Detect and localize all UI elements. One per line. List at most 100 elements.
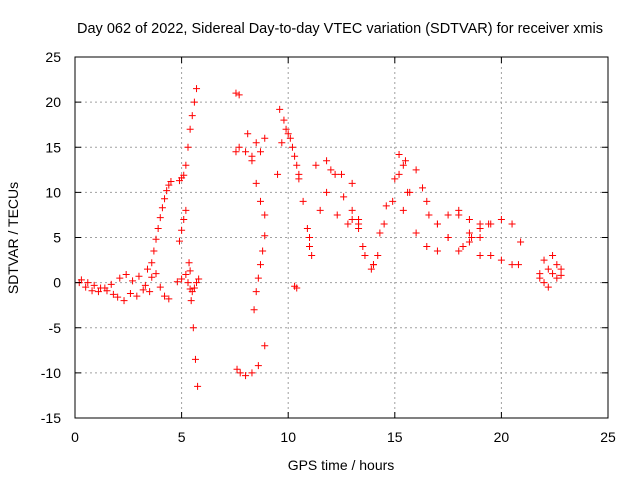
series-descend-8.5 bbox=[248, 157, 269, 219]
series-scatter-8 bbox=[242, 130, 252, 156]
data-point bbox=[286, 134, 294, 142]
data-point bbox=[252, 179, 260, 187]
data-point bbox=[476, 224, 484, 232]
data-point bbox=[126, 289, 134, 297]
data-point bbox=[391, 175, 399, 183]
data-point bbox=[359, 243, 367, 251]
x-tick-label: 5 bbox=[178, 429, 186, 445]
data-point bbox=[380, 220, 388, 228]
data-point bbox=[256, 261, 264, 269]
data-point bbox=[256, 148, 264, 156]
series-descend-15.8 bbox=[399, 166, 433, 219]
data-point bbox=[161, 195, 169, 203]
data-point bbox=[282, 125, 290, 133]
series-early-cluster-b bbox=[77, 271, 156, 298]
series-drop-10.6 bbox=[295, 175, 316, 260]
data-point bbox=[280, 116, 288, 124]
series-cluster-8.5-low bbox=[242, 342, 269, 380]
data-point bbox=[299, 197, 307, 205]
data-point bbox=[195, 275, 203, 283]
data-point bbox=[361, 252, 369, 260]
data-point bbox=[544, 283, 552, 291]
series-seg-5b bbox=[175, 206, 190, 245]
data-point bbox=[254, 274, 262, 282]
data-point bbox=[395, 170, 403, 178]
data-point bbox=[173, 278, 181, 286]
series-early-cluster-c bbox=[143, 259, 173, 303]
data-point bbox=[94, 288, 102, 296]
y-axis-label: SDTVAR / TECUs bbox=[5, 182, 21, 294]
data-point bbox=[156, 214, 164, 222]
data-point bbox=[191, 355, 199, 363]
data-point bbox=[306, 243, 314, 251]
data-point bbox=[129, 277, 137, 285]
data-point bbox=[182, 161, 190, 169]
data-point bbox=[248, 152, 256, 160]
data-point bbox=[274, 170, 282, 178]
data-point bbox=[374, 252, 382, 260]
data-point bbox=[109, 290, 117, 298]
data-point bbox=[188, 288, 196, 296]
data-point bbox=[465, 229, 473, 237]
data-point bbox=[163, 187, 171, 195]
data-point bbox=[194, 382, 202, 390]
data-point bbox=[185, 259, 193, 267]
data-point bbox=[188, 112, 196, 120]
data-point bbox=[180, 171, 188, 179]
data-point bbox=[141, 281, 149, 289]
x-tick-label: 25 bbox=[600, 429, 616, 445]
data-point bbox=[517, 238, 525, 246]
data-point bbox=[433, 220, 441, 228]
series-wave-18-19c bbox=[459, 220, 493, 251]
data-point bbox=[293, 161, 301, 169]
data-point bbox=[235, 143, 243, 151]
y-tick-labels: -15 -10 -5 0 5 10 15 20 25 bbox=[41, 49, 61, 426]
data-point bbox=[293, 284, 301, 292]
data-point bbox=[90, 281, 98, 289]
data-point bbox=[259, 247, 267, 255]
data-point bbox=[236, 369, 244, 377]
data-point bbox=[401, 157, 409, 165]
data-point bbox=[331, 170, 339, 178]
data-point bbox=[485, 220, 493, 228]
data-point bbox=[148, 273, 156, 281]
data-point bbox=[553, 274, 561, 282]
data-point bbox=[107, 280, 115, 288]
data-point bbox=[284, 130, 292, 138]
x-tick-label: 10 bbox=[280, 429, 296, 445]
data-point bbox=[425, 211, 433, 219]
data-point bbox=[419, 184, 427, 192]
data-point bbox=[143, 265, 151, 273]
data-point bbox=[261, 134, 269, 142]
data-point bbox=[406, 188, 414, 196]
data-point bbox=[146, 288, 154, 296]
data-point bbox=[323, 157, 331, 165]
data-point bbox=[152, 235, 160, 243]
series-hour-7.6-top bbox=[232, 89, 243, 99]
data-point bbox=[459, 243, 467, 251]
data-point bbox=[135, 272, 143, 280]
data-point bbox=[497, 256, 505, 264]
data-point bbox=[189, 324, 197, 332]
data-point bbox=[77, 276, 85, 284]
data-point bbox=[476, 234, 484, 241]
data-point bbox=[252, 288, 260, 296]
y-tick-label: 10 bbox=[45, 184, 61, 200]
data-point bbox=[423, 197, 431, 205]
series-blip-10.3 bbox=[291, 282, 301, 292]
series-rise-8.5 bbox=[250, 232, 269, 314]
series-seg-5a bbox=[175, 171, 188, 185]
data-point bbox=[369, 261, 377, 269]
data-point bbox=[261, 232, 269, 240]
data-point bbox=[193, 279, 201, 287]
data-point bbox=[412, 229, 420, 237]
data-point bbox=[193, 85, 201, 93]
y-tick-label: 5 bbox=[53, 230, 61, 246]
data-point bbox=[233, 365, 241, 373]
data-point bbox=[182, 206, 190, 214]
data-point bbox=[306, 234, 314, 241]
data-point bbox=[540, 256, 548, 264]
data-point bbox=[116, 274, 124, 282]
series-rise-14 bbox=[369, 157, 409, 269]
data-point bbox=[433, 247, 441, 255]
